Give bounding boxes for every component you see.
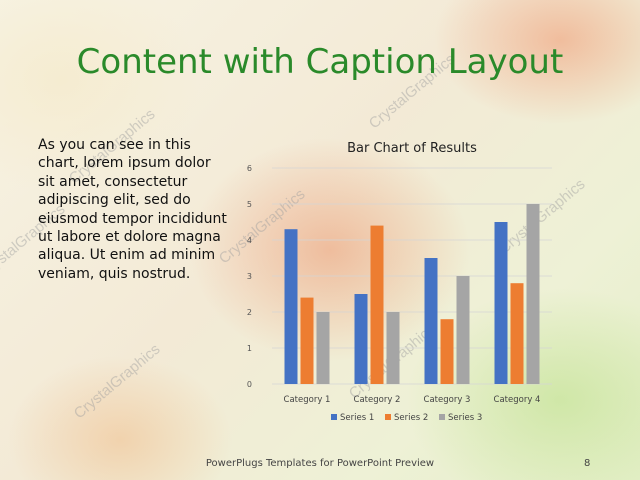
- x-tick-label: Category 3: [424, 395, 471, 405]
- x-tick-label: Category 2: [354, 395, 401, 405]
- legend-swatch: [439, 414, 445, 420]
- legend-label: Series 1: [340, 413, 374, 423]
- y-tick-label: 0: [247, 380, 252, 389]
- y-tick-label: 6: [247, 164, 252, 173]
- slide-body-text[interactable]: As you can see in this chart, lorem ipsu…: [38, 137, 227, 282]
- bar-series-1: [494, 222, 508, 384]
- slide-title[interactable]: Content with Caption Layout: [76, 42, 564, 82]
- page-number: 8: [584, 458, 591, 469]
- legend-swatch: [331, 414, 337, 420]
- chart-title: Bar Chart of Results: [347, 141, 477, 156]
- bar-series-2: [370, 225, 384, 384]
- bar-series-3: [456, 276, 470, 384]
- x-tick-label: Category 1: [284, 395, 331, 405]
- legend-swatch: [385, 414, 391, 420]
- y-tick-label: 5: [247, 200, 252, 209]
- legend-label: Series 3: [448, 413, 482, 423]
- bar-series-2: [440, 319, 454, 384]
- y-tick-label: 4: [247, 236, 252, 245]
- legend-label: Series 2: [394, 413, 428, 423]
- bar-series-3: [316, 312, 330, 384]
- bar-chart[interactable]: Bar Chart of Results 0 1 2 3 4 5 6 Category 1 Cat…: [230, 132, 570, 432]
- x-tick-label: Category 4: [494, 395, 541, 405]
- slide-footer: PowerPlugs Templates for PowerPoint Prev…: [205, 458, 435, 469]
- bar-series-3: [386, 312, 400, 384]
- chart-svg: Bar Chart of Results 0 1 2 3 4 5 6 Category 1 Cat…: [247, 141, 552, 423]
- bar-series-2: [510, 283, 524, 384]
- y-tick-label: 3: [247, 272, 252, 281]
- bar-series-1: [354, 294, 368, 384]
- bar-series-1: [284, 229, 298, 384]
- y-tick-label: 1: [247, 344, 252, 353]
- bar-series-2: [300, 297, 314, 384]
- watermark-text: CrystalGraphics: [71, 341, 164, 423]
- bar-series-1: [424, 258, 438, 384]
- y-tick-label: 2: [247, 308, 252, 317]
- bar-series-3: [526, 204, 540, 384]
